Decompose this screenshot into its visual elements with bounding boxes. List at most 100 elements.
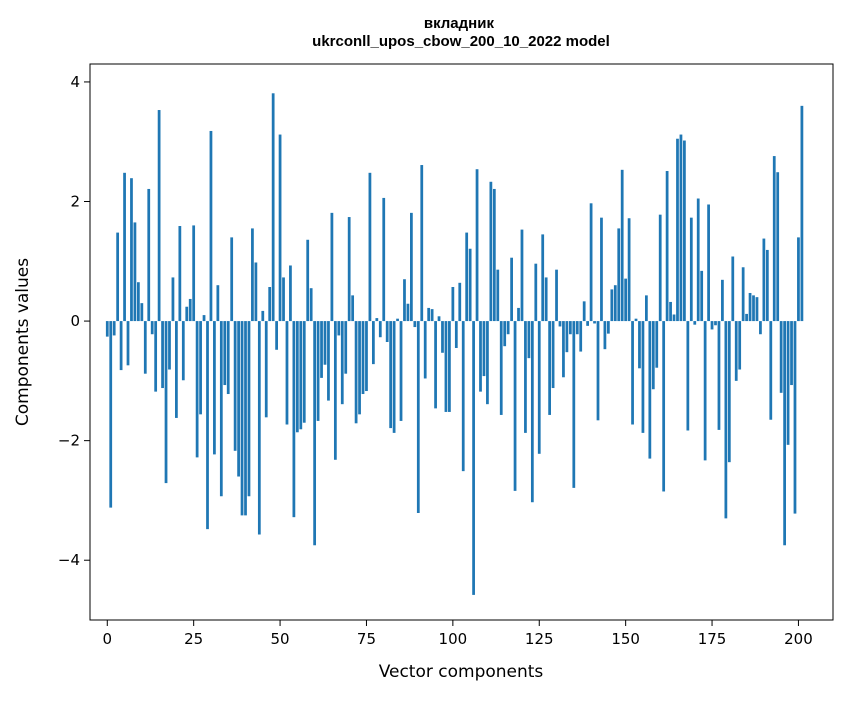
bar-151 — [627, 218, 631, 322]
bar-63 — [323, 321, 327, 365]
bar-167 — [683, 140, 686, 322]
bar-57 — [302, 321, 306, 423]
bar-91 — [420, 165, 424, 322]
y-axis-ticks: −4 −2 0 2 4 — [58, 73, 90, 569]
bar-97 — [441, 321, 444, 353]
bar-194 — [776, 172, 780, 322]
bar-59 — [309, 288, 313, 322]
x-axis-label: Vector components — [379, 662, 544, 682]
bar-175 — [710, 321, 714, 330]
bar-105 — [468, 248, 472, 322]
bar-184 — [741, 267, 745, 322]
bar-168 — [686, 321, 690, 431]
bar-109 — [482, 321, 486, 377]
bar-24 — [188, 298, 192, 322]
bar-51 — [282, 277, 285, 322]
bar-90 — [416, 321, 420, 513]
bar-180 — [727, 321, 731, 463]
bar-100 — [451, 287, 455, 322]
bar-81 — [385, 321, 389, 342]
bar-94 — [430, 309, 434, 322]
bar-85 — [399, 321, 403, 421]
bar-46 — [264, 321, 268, 418]
bar-171 — [696, 198, 700, 322]
x-tick-label: 100 — [439, 630, 468, 648]
bar-186 — [748, 292, 752, 322]
bar-113 — [496, 269, 500, 322]
bar-52 — [285, 321, 289, 425]
bar-125 — [537, 321, 541, 454]
bar-8 — [133, 222, 137, 322]
bar-56 — [299, 321, 303, 430]
bar-32 — [216, 285, 220, 322]
bar-117 — [510, 257, 513, 322]
bar-6 — [126, 321, 130, 366]
chart-title-line-2: ukrconll_upos_cbow_200_10_2022 model — [312, 33, 610, 50]
bar-11 — [143, 321, 147, 374]
bar-2 — [112, 321, 116, 336]
bar-178 — [721, 279, 724, 322]
bar-144 — [603, 321, 607, 350]
bar-7 — [130, 178, 133, 322]
bar-123 — [530, 321, 534, 503]
y-tick-label: 4 — [70, 73, 80, 91]
bar-47 — [268, 287, 272, 322]
plot-frame — [89, 63, 834, 621]
bar-3 — [116, 232, 120, 322]
bar-142 — [596, 321, 600, 421]
y-tick-label: 2 — [70, 193, 80, 211]
bar-188 — [755, 297, 759, 322]
bar-160 — [658, 214, 662, 322]
bar-197 — [786, 321, 790, 445]
bar-87 — [406, 303, 410, 322]
bar-147 — [613, 285, 617, 322]
bar-79 — [378, 321, 382, 338]
bar-199 — [793, 321, 797, 514]
bar-22 — [181, 321, 185, 381]
bar-88 — [410, 212, 413, 322]
bar-185 — [745, 313, 748, 322]
bar-190 — [762, 238, 766, 322]
bar-29 — [206, 321, 209, 530]
bar-28 — [202, 315, 206, 322]
bar-176 — [714, 321, 717, 326]
bar-183 — [738, 321, 742, 370]
bar-143 — [600, 217, 603, 322]
bar-132 — [562, 321, 565, 378]
bar-74 — [361, 321, 365, 395]
bar-164 — [672, 314, 676, 322]
chart-title: вкладник ukrconll_upos_cbow_200_10_2022 … — [312, 15, 610, 50]
bar-60 — [313, 321, 317, 546]
bar-44 — [257, 321, 261, 535]
bar-196 — [783, 321, 786, 546]
bar-127 — [544, 277, 548, 322]
bar-140 — [589, 203, 593, 322]
bar-149 — [620, 169, 624, 322]
bar-64 — [327, 321, 330, 401]
bar-116 — [506, 321, 510, 335]
bar-201 — [800, 105, 804, 322]
bar-35 — [226, 321, 230, 395]
bar-128 — [548, 321, 551, 415]
bar-179 — [724, 321, 728, 519]
bar-10 — [140, 303, 144, 322]
bar-103 — [461, 321, 465, 472]
bar-172 — [700, 270, 704, 322]
bar-53 — [289, 265, 292, 322]
bar-192 — [769, 321, 773, 420]
chart-title-line-1: вкладник — [424, 15, 495, 32]
bar-115 — [503, 321, 507, 347]
bar-104 — [465, 232, 469, 322]
bar-77 — [371, 321, 375, 365]
bar-4 — [119, 321, 123, 371]
bar-135 — [572, 321, 576, 488]
bar-54 — [292, 321, 296, 518]
bar-130 — [555, 269, 558, 322]
y-tick-label: −4 — [58, 551, 80, 569]
bar-146 — [610, 289, 614, 322]
x-tick-label: 150 — [611, 630, 640, 648]
bar-102 — [458, 282, 462, 322]
bar-49 — [275, 321, 278, 350]
bar-34 — [223, 321, 227, 386]
bar-12 — [147, 188, 151, 322]
